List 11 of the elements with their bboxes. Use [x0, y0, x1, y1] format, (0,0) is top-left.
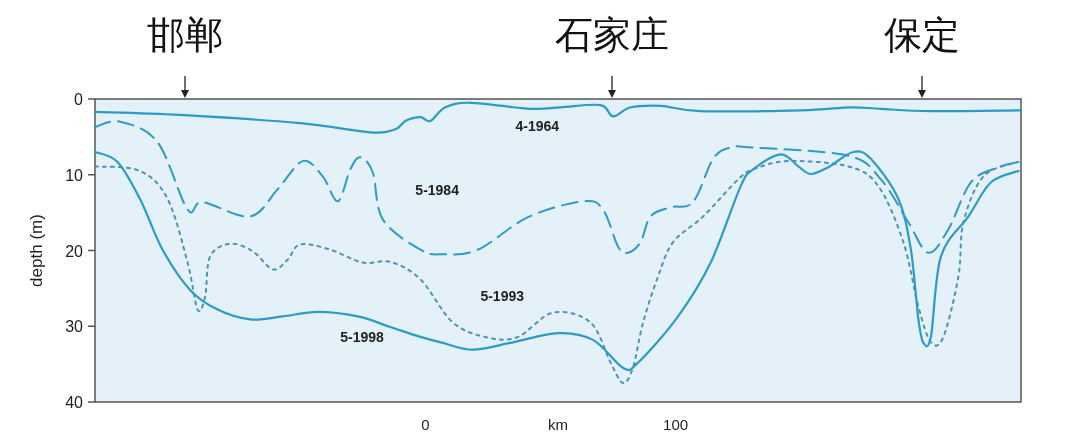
- text: 石家庄: [555, 14, 669, 56]
- text: 保定: [884, 14, 960, 56]
- x-axis-title: km: [548, 416, 568, 432]
- y-tick-label: 0: [74, 91, 84, 108]
- y-tick-label: 10: [65, 166, 84, 184]
- text: 邯郸: [147, 14, 223, 56]
- y-tick-label: 20: [65, 242, 84, 260]
- y-tick-label: 40: [65, 394, 84, 411]
- y-tick-label: 30: [65, 318, 84, 336]
- x-tick-label: 100: [663, 416, 689, 432]
- y-axis-title: depth (m): [27, 214, 46, 287]
